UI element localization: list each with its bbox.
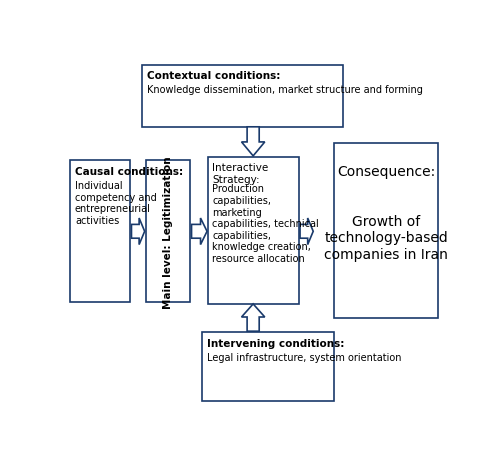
Text: Intervening conditions:: Intervening conditions: — [206, 338, 344, 348]
Polygon shape — [300, 218, 313, 245]
FancyBboxPatch shape — [202, 332, 334, 402]
FancyBboxPatch shape — [208, 157, 299, 304]
FancyBboxPatch shape — [146, 161, 190, 302]
Polygon shape — [192, 218, 207, 245]
Text: Main level: Legitimization: Main level: Legitimization — [163, 156, 173, 308]
Polygon shape — [242, 128, 265, 157]
FancyBboxPatch shape — [70, 161, 130, 302]
Text: Individual
competency and
entrepreneurial
activities: Individual competency and entrepreneuria… — [75, 180, 156, 225]
Polygon shape — [242, 304, 265, 331]
Text: Contextual conditions:: Contextual conditions: — [146, 71, 280, 81]
Text: Growth of
technology-based
companies in Iran: Growth of technology-based companies in … — [324, 215, 448, 261]
FancyBboxPatch shape — [334, 143, 438, 319]
Text: Causal conditions:: Causal conditions: — [75, 167, 183, 176]
Text: Legal infrastructure, system orientation: Legal infrastructure, system orientation — [206, 352, 401, 362]
Text: Knowledge dissemination, market structure and forming: Knowledge dissemination, market structur… — [146, 85, 422, 95]
Polygon shape — [132, 218, 144, 245]
FancyBboxPatch shape — [142, 66, 344, 128]
Text: Production
capabilities,
marketing
capabilities, technical
capabilities,
knowled: Production capabilities, marketing capab… — [212, 184, 319, 263]
Text: Interactive
Strategy:: Interactive Strategy: — [212, 163, 268, 185]
Text: Consequence:: Consequence: — [337, 165, 435, 179]
